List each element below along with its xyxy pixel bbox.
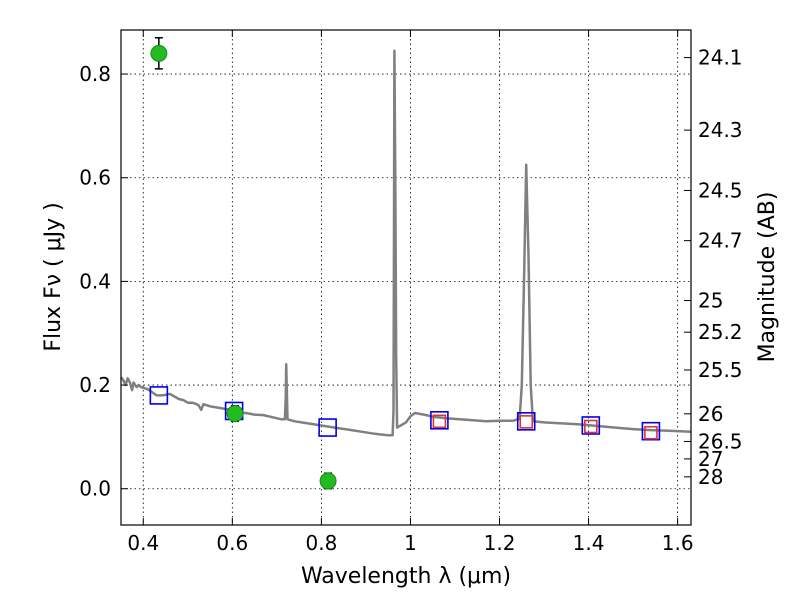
model-photometry-point: [516, 412, 536, 431]
y2-tick-label: 25: [698, 289, 723, 313]
observed-nir-point: [644, 425, 658, 440]
axes: 0.4 0.6 0.8 1 1.2 1.4 1.6 0.0 0.2 0.4 0.6 0.8 24.1 24…: [79, 30, 743, 555]
observed-nir-point: [519, 415, 534, 429]
model-photometry-point: [430, 410, 449, 430]
y-tick-label: 0.2: [79, 373, 111, 397]
observed-photometry-point: [150, 44, 168, 62]
model-photometry-point: [641, 421, 661, 441]
grid: [121, 30, 691, 525]
plot-area: [121, 30, 691, 525]
series-layer: [120, 37, 692, 490]
y2-tick-label: 24.5: [698, 178, 743, 202]
y-tick-label: 0.0: [79, 477, 111, 501]
x-axis-label: Wavelength λ (μm): [301, 564, 511, 589]
x-tick-label: 1.6: [662, 531, 694, 555]
x-tick-label: 0.8: [305, 531, 337, 555]
observed-photometry-point: [226, 405, 244, 423]
observed-nir-point: [584, 419, 598, 434]
y-tick-label: 0.6: [79, 166, 111, 190]
observed-nir-point: [432, 414, 447, 429]
model-photometry-point: [149, 386, 169, 405]
spectrum-line: [120, 49, 692, 437]
x-tick-label: 1: [404, 531, 417, 555]
y-axis-label: Flux Fν ( μJy ): [41, 202, 66, 351]
x-tick-label: 1.4: [573, 531, 605, 555]
x-tick-label: 0.6: [216, 531, 248, 555]
plot-frame: [120, 29, 692, 526]
y-tick-label: 0.4: [79, 269, 111, 293]
x-tick-label: 0.4: [127, 531, 159, 555]
model-photometry-point: [581, 416, 601, 435]
y-tick-label: 0.8: [79, 62, 111, 86]
y2-axis-label: Magnitude (AB): [755, 192, 780, 363]
y2-tick-label: 27: [698, 447, 723, 471]
y2-tick-label: 28: [698, 465, 723, 489]
y2-tick-label: 26.5: [698, 429, 743, 453]
y2-tick-label: 24.1: [698, 46, 743, 70]
model-photometry-point: [318, 418, 337, 437]
y2-tick-label: 25.5: [698, 358, 743, 382]
observed-photometry-point: [319, 472, 337, 490]
y2-tick-label: 24.7: [698, 229, 743, 253]
y2-tick-label: 25.2: [698, 320, 743, 344]
y2-tick-label: 26: [698, 402, 723, 426]
y2-tick-label: 24.3: [698, 118, 743, 142]
x-tick-label: 1.2: [484, 531, 516, 555]
